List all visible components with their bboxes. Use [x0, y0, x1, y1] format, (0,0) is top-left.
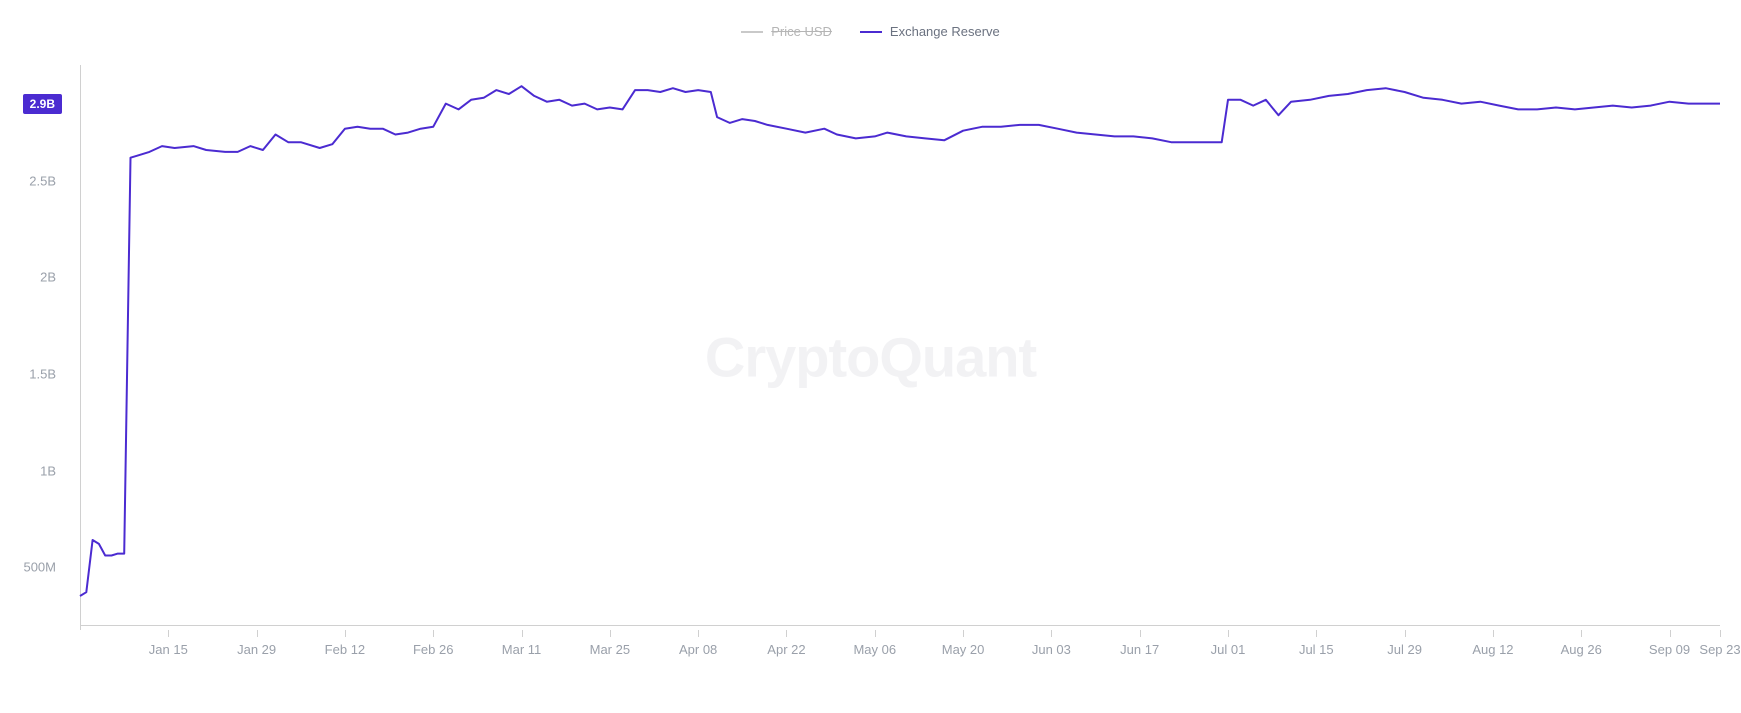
y-current-badge: 2.9B [23, 94, 62, 114]
x-tick-mark [1720, 630, 1721, 637]
legend-label-reserve: Exchange Reserve [890, 24, 1000, 39]
x-tick-mark [257, 630, 258, 637]
y-axis: 500M 1B 1.5B 2B 2.5B 2.9B [0, 65, 80, 625]
y-tick-label: 1.5B [29, 366, 56, 381]
y-tick-label: 2.5B [29, 173, 56, 188]
legend-item-price[interactable]: Price USD [741, 24, 832, 39]
y-tick-label: 500M [23, 560, 56, 575]
x-tick-label: Jul 15 [1299, 642, 1334, 657]
x-tick-label: Mar 11 [502, 642, 542, 657]
x-tick-mark [168, 630, 169, 637]
x-tick-mark [1140, 630, 1141, 637]
x-tick-label: Jun 17 [1120, 642, 1159, 657]
x-tick-mark [1493, 630, 1494, 637]
x-tick-label: Apr 22 [767, 642, 805, 657]
x-tick-label: Jan 15 [149, 642, 188, 657]
x-tick-mark [433, 630, 434, 637]
x-tick-label: Apr 08 [679, 642, 717, 657]
chart-legend: Price USD Exchange Reserve [0, 24, 1741, 39]
x-tick-mark [698, 630, 699, 637]
y-tick-label: 2B [40, 270, 56, 285]
x-tick-mark [1316, 630, 1317, 637]
line-chart-svg [80, 65, 1720, 625]
x-tick-mark [1581, 630, 1582, 637]
chart-plot-area[interactable] [80, 65, 1720, 625]
x-tick-mark [786, 630, 787, 637]
x-tick-label: Mar 25 [590, 642, 630, 657]
x-tick-mark [522, 630, 523, 637]
x-tick-label: Aug 26 [1561, 642, 1602, 657]
legend-swatch-reserve [860, 31, 882, 33]
x-tick-label: Sep 23 [1699, 642, 1740, 657]
x-tick-mark [345, 630, 346, 637]
x-tick-mark [875, 630, 876, 637]
x-tick-label: Jan 29 [237, 642, 276, 657]
x-tick-label: Sep 09 [1649, 642, 1690, 657]
x-tick-mark [1670, 630, 1671, 637]
x-tick-label: Feb 12 [325, 642, 365, 657]
x-tick-label: Jul 01 [1211, 642, 1246, 657]
x-tick-label: Feb 26 [413, 642, 453, 657]
legend-label-price: Price USD [771, 24, 832, 39]
x-tick-mark [1405, 630, 1406, 637]
legend-swatch-price [741, 31, 763, 33]
x-tick-mark [1228, 630, 1229, 637]
x-axis-line [80, 625, 1720, 626]
x-tick-mark [610, 630, 611, 637]
x-tick-mark [963, 630, 964, 637]
x-axis: Jan 15 Jan 29 Feb 12 Feb 26 Mar 11 Mar 25 Apr … [80, 630, 1720, 690]
x-tick-label: Jul 29 [1387, 642, 1422, 657]
x-tick-label: May 20 [942, 642, 985, 657]
x-tick-mark [1051, 630, 1052, 637]
x-tick-label: May 06 [853, 642, 896, 657]
legend-item-reserve[interactable]: Exchange Reserve [860, 24, 1000, 39]
series-line-exchange-reserve [80, 86, 1720, 596]
x-tick-label: Aug 12 [1472, 642, 1513, 657]
x-tick-label: Jun 03 [1032, 642, 1071, 657]
y-tick-label: 1B [40, 463, 56, 478]
